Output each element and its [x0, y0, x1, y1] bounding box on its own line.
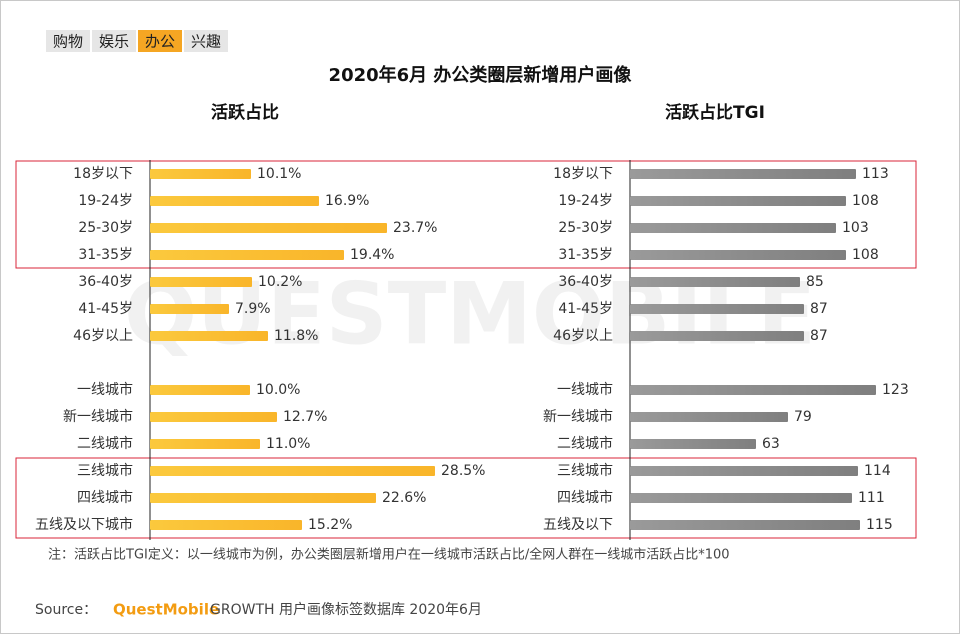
value-label: 7.9%: [235, 301, 271, 317]
value-label: 85: [806, 274, 824, 290]
tab-bg[interactable]: [92, 30, 136, 52]
category-label: 新一线城市: [543, 408, 613, 425]
value-label: 11.8%: [274, 328, 318, 344]
value-label: 103: [842, 220, 869, 236]
tab[interactable]: 兴趣: [191, 33, 221, 51]
value-label: 10.2%: [258, 274, 302, 290]
category-label: 四线城市: [557, 489, 613, 506]
bar: [150, 439, 260, 449]
source-text: GROWTH 用户画像标签数据库 2020年6月: [210, 601, 482, 618]
category-label: 25-30岁: [558, 220, 613, 236]
tab-bg[interactable]: [138, 30, 182, 52]
category-label: 36-40岁: [558, 274, 613, 290]
value-label: 10.0%: [256, 382, 300, 398]
category-label: 36-40岁: [78, 274, 133, 290]
bar: [630, 493, 852, 503]
category-label: 19-24岁: [558, 193, 613, 209]
category-label: 五线及以下: [543, 517, 613, 533]
tab-bg[interactable]: [184, 30, 228, 52]
value-label: 123: [882, 382, 909, 398]
bar: [630, 169, 856, 179]
bar: [150, 385, 250, 395]
tab[interactable]: 娱乐: [99, 33, 129, 51]
value-label: 16.9%: [325, 193, 369, 209]
bar: [150, 493, 376, 503]
bar: [150, 331, 268, 341]
bar: [630, 304, 804, 314]
note: 注：活跃占比TGI定义：以一线城市为例，办公类圈层新增用户在一线城市活跃占比/全…: [48, 547, 730, 563]
category-label: 18岁以下: [553, 166, 613, 182]
bar: [630, 412, 788, 422]
category-label: 25-30岁: [78, 220, 133, 236]
category-label: 三线城市: [557, 462, 613, 479]
category-label: 31-35岁: [558, 247, 613, 263]
bar: [630, 385, 876, 395]
value-label: 79: [794, 409, 812, 425]
category-label: 46岁以上: [73, 328, 133, 344]
category-label: 新一线城市: [63, 408, 133, 425]
value-label: 19.4%: [350, 247, 394, 263]
bar: [150, 169, 251, 179]
highlight-box: [15, 160, 917, 269]
value-label: 10.1%: [257, 166, 301, 182]
category-label: 一线城市: [77, 381, 133, 398]
category-label: 五线及以下城市: [35, 516, 133, 533]
category-label: 19-24岁: [78, 193, 133, 209]
category-label: 三线城市: [77, 462, 133, 479]
value-label: 28.5%: [441, 463, 485, 479]
tab[interactable]: 办公: [145, 33, 175, 51]
value-label: 12.7%: [283, 409, 327, 425]
chart-title: 活跃占比: [211, 102, 279, 123]
category-label: 18岁以下: [73, 166, 133, 182]
chart-title: 活跃占比TGI: [665, 102, 765, 123]
source-brand: QuestMobile: [113, 601, 219, 619]
value-label: 22.6%: [382, 490, 426, 506]
bar: [150, 223, 387, 233]
value-label: 23.7%: [393, 220, 437, 236]
bar: [150, 466, 435, 476]
category-label: 41-45岁: [78, 301, 133, 317]
bar: [630, 223, 836, 233]
title: 2020年6月 办公类圈层新增用户画像: [329, 64, 633, 86]
category-label: 46岁以上: [553, 328, 613, 344]
bar: [630, 277, 800, 287]
category-label: 二线城市: [557, 435, 613, 452]
category-label: 二线城市: [77, 435, 133, 452]
value-label: 63: [762, 436, 780, 452]
bar: [630, 439, 756, 449]
bar: [150, 277, 252, 287]
category-label: 31-35岁: [78, 247, 133, 263]
bar: [630, 250, 846, 260]
bar: [630, 520, 860, 530]
tab-bg[interactable]: [46, 30, 90, 52]
category-label: 一线城市: [557, 381, 613, 398]
bar: [630, 331, 804, 341]
category-label: 四线城市: [77, 489, 133, 506]
source-label: Source：: [35, 602, 97, 618]
bar: [150, 520, 302, 530]
value-label: 113: [862, 166, 889, 182]
value-label: 11.0%: [266, 436, 310, 452]
bar: [150, 304, 229, 314]
bar: [150, 250, 344, 260]
value-label: 114: [864, 463, 891, 479]
value-label: 111: [858, 490, 885, 506]
category-label: 41-45岁: [558, 301, 613, 317]
tab[interactable]: 购物: [53, 33, 83, 51]
bar: [630, 466, 858, 476]
bar: [630, 196, 846, 206]
bar: [150, 196, 319, 206]
value-label: 108: [852, 247, 879, 263]
value-label: 115: [866, 517, 893, 533]
bar: [150, 412, 277, 422]
value-label: 15.2%: [308, 517, 352, 533]
value-label: 87: [810, 301, 828, 317]
value-label: 87: [810, 328, 828, 344]
value-label: 108: [852, 193, 879, 209]
highlight-box: [15, 457, 917, 539]
